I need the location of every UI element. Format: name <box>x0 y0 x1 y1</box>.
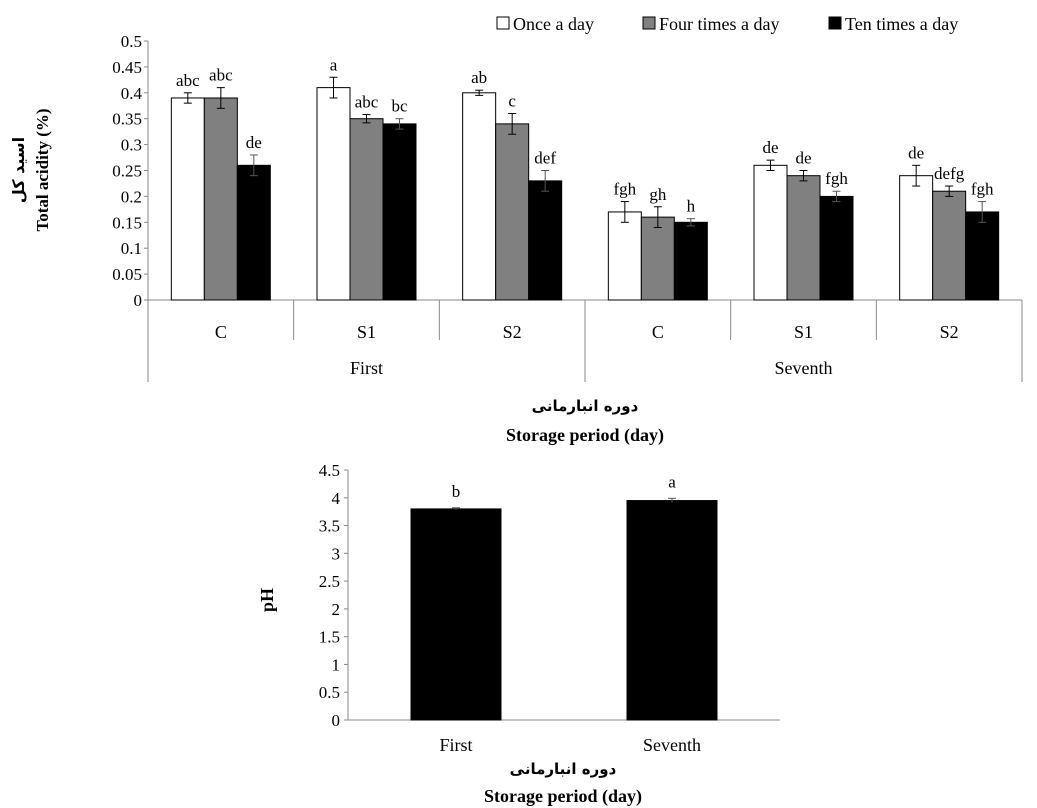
y-axis-title-persian: اسید کل <box>9 137 28 203</box>
x-group-label: First <box>350 358 383 378</box>
bar <box>932 190 967 301</box>
y-tick-label: 1 <box>332 655 341 674</box>
bar <box>626 500 718 721</box>
bar <box>382 123 417 301</box>
bar <box>236 164 271 301</box>
ph-chart: 0 0.5 1 1.5 2 2.5 3 3.5 4 4.5 First Seventh b a pH دوره… <box>257 461 780 807</box>
significance-label: abc <box>176 71 200 90</box>
y-tick-label: 2 <box>332 600 341 619</box>
bar <box>349 118 384 301</box>
y-tick-label: 1.5 <box>319 628 340 647</box>
bar <box>607 211 642 301</box>
significance-label: defg <box>934 164 965 183</box>
y-axis-title: Total acidity (%) <box>33 108 52 231</box>
y-tick-label: 0 <box>134 291 143 310</box>
y-tick-label: 0.5 <box>319 683 340 702</box>
significance-label: fgh <box>825 169 848 188</box>
significance-label: c <box>508 92 516 111</box>
significance-label: de <box>762 138 778 157</box>
significance-label: de <box>795 149 811 168</box>
legend-label: Ten times a day <box>845 14 958 34</box>
significance-label: gh <box>649 185 667 204</box>
significance-label: def <box>534 149 556 168</box>
x-category-label: Seventh <box>643 735 701 755</box>
legend-swatch <box>496 16 510 30</box>
significance-label: h <box>687 197 696 216</box>
bar <box>410 508 502 721</box>
x-category-label: S2 <box>940 322 959 342</box>
legend-label: Four times a day <box>659 14 779 34</box>
y-tick-label: 0.45 <box>112 58 142 77</box>
bar <box>753 164 788 301</box>
bar <box>316 87 351 301</box>
x-group-label: Seventh <box>775 358 833 378</box>
significance-label: de <box>246 133 262 152</box>
x-category-label: S1 <box>357 322 376 342</box>
y-tick-label: 2.5 <box>319 572 340 591</box>
y-axis-title: pH <box>257 588 277 612</box>
x-category-label: C <box>215 322 227 342</box>
bar <box>203 97 238 301</box>
y-tick-label: 4.5 <box>319 461 340 480</box>
bar <box>640 216 675 301</box>
significance-label: de <box>908 143 924 162</box>
significance-label: fgh <box>613 180 636 199</box>
significance-label: abc <box>209 66 233 85</box>
bar <box>170 97 205 301</box>
legend-swatch <box>642 16 656 30</box>
y-tick-label: 0.3 <box>121 136 142 155</box>
x-axis-title: Storage period (day) <box>506 425 664 446</box>
y-tick-label: 4 <box>332 489 341 508</box>
y-tick-label: 0.25 <box>112 162 142 181</box>
x-category-label: First <box>439 735 472 755</box>
x-category-label: C <box>652 322 664 342</box>
significance-label: a <box>330 55 338 74</box>
y-tick-label: 0 <box>332 711 341 730</box>
y-tick-label: 0.4 <box>121 84 143 103</box>
bar <box>495 123 530 301</box>
y-tick-label: 3.5 <box>319 517 340 536</box>
legend-label: Once a day <box>513 14 594 34</box>
x-category-label: S1 <box>794 322 813 342</box>
acidity-chart: 0 0.05 0.1 0.15 0.2 0.25 0.3 0.35 0.4 0.45 0.5 C S1 S… <box>9 14 1023 446</box>
significance-label: abc <box>355 93 379 112</box>
bar <box>819 195 854 301</box>
y-tick-label: 0.5 <box>121 32 142 51</box>
y-tick-label: 0.35 <box>112 110 142 129</box>
bar <box>965 211 1000 301</box>
x-axis-title: Storage period (day) <box>484 786 642 807</box>
x-category-label: S2 <box>503 322 522 342</box>
bar <box>673 221 708 301</box>
y-tick-label: 0.1 <box>121 239 142 258</box>
y-tick-label: 3 <box>332 544 341 563</box>
y-tick-label: 0.15 <box>112 213 142 232</box>
y-tick-label: 0.2 <box>121 187 142 206</box>
x-axis-title-persian: دوره انبارمانی <box>532 397 639 415</box>
bar <box>462 92 497 301</box>
bar <box>899 175 934 301</box>
significance-label: a <box>668 472 676 491</box>
significance-label: bc <box>391 97 408 116</box>
legend-swatch <box>828 16 842 30</box>
significance-label: ab <box>471 68 487 87</box>
significance-label: b <box>452 482 461 501</box>
significance-label: fgh <box>971 180 994 199</box>
x-axis-title-persian: دوره انبارمانی <box>510 760 617 778</box>
bar <box>528 180 563 301</box>
bar <box>786 175 821 301</box>
y-tick-label: 0.05 <box>112 265 142 284</box>
